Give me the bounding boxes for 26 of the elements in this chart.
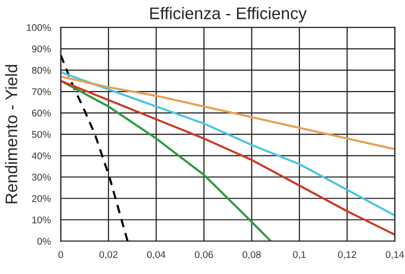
y-tick-label: 0% <box>37 238 51 245</box>
x-tick-label: 0 <box>58 251 64 258</box>
x-tick-label: 0,1 <box>293 251 306 260</box>
x-tick-label: 0,04 <box>147 251 166 260</box>
x-tick-label: 0,08 <box>242 251 261 260</box>
y-tick-label: 60% <box>32 110 51 117</box>
y-tick-label: 70% <box>32 88 51 96</box>
line-series <box>60 76 395 150</box>
y-tick-label: 20% <box>32 195 51 202</box>
line-series <box>60 54 129 242</box>
line-series <box>60 80 272 242</box>
y-tick-label: 30% <box>32 174 51 181</box>
y-tick-label: 10% <box>32 216 51 224</box>
x-tick-label: 0,06 <box>194 251 213 260</box>
y-tick-label: 50% <box>32 130 51 138</box>
x-tick-label: 0,12 <box>338 251 356 260</box>
y-tick-label: 80% <box>32 66 51 74</box>
y-tick-label: 100% <box>26 24 51 32</box>
y-tick-label: 90% <box>32 46 51 52</box>
chart-title: Efficienza - Efficiency <box>150 6 307 23</box>
y-tick-label: 40% <box>32 152 51 160</box>
line-series <box>60 80 395 236</box>
x-tick-label: 0,14 <box>386 251 404 260</box>
line-series <box>60 71 395 217</box>
y-axis-title: Rendimento - Yield <box>5 64 18 204</box>
x-tick-label: 0,02 <box>99 251 118 260</box>
